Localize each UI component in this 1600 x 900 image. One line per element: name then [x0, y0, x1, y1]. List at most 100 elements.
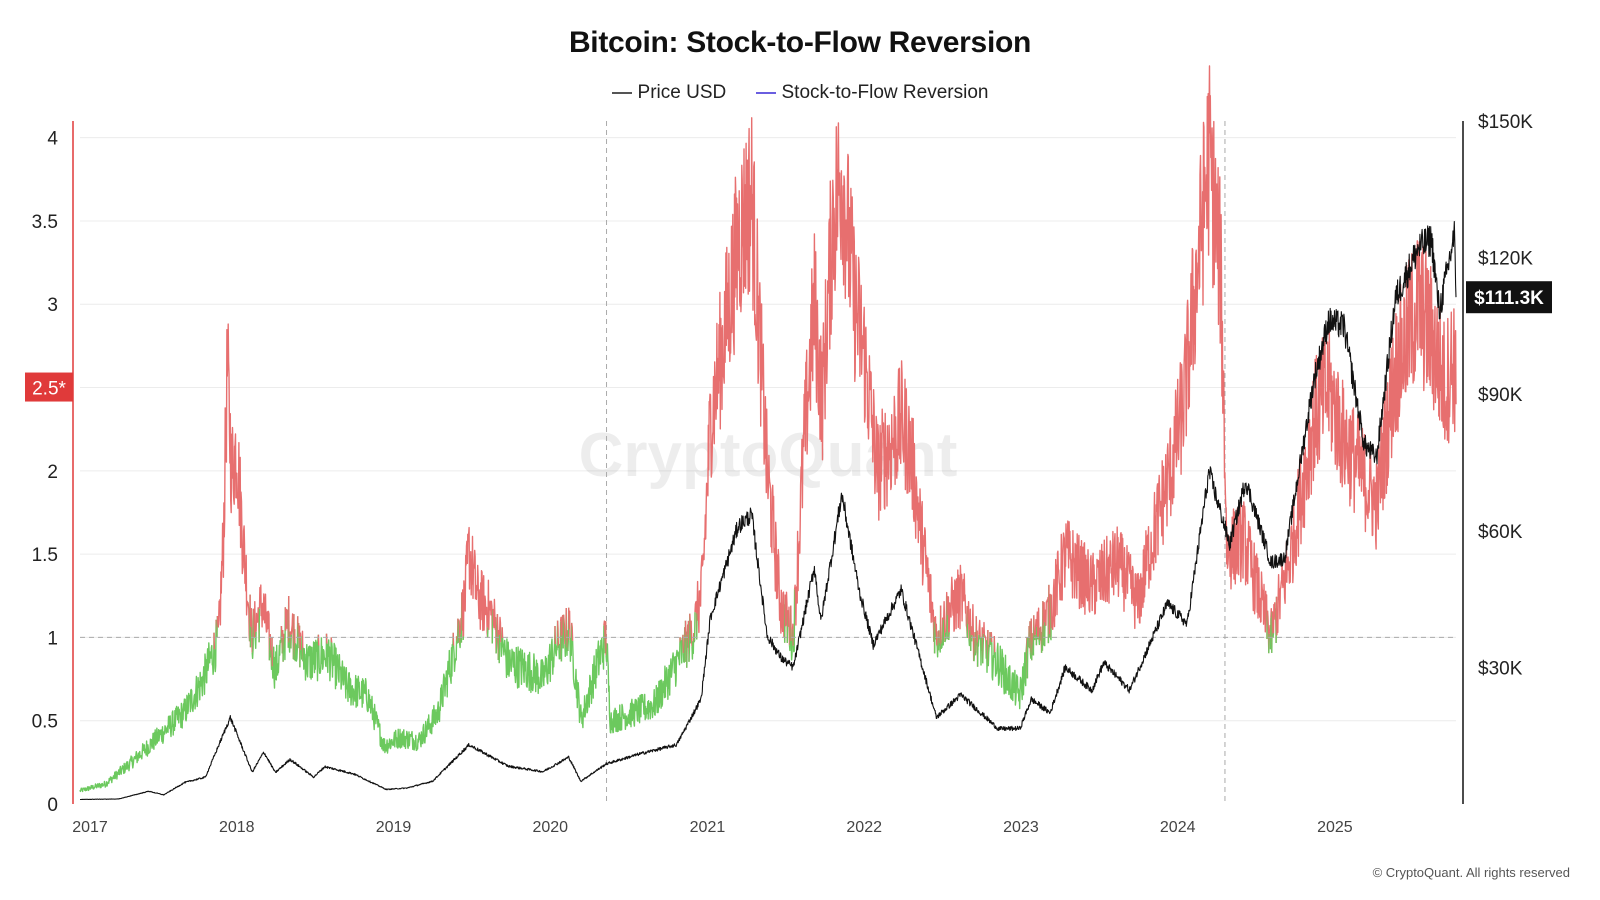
legend-item-price[interactable]: Price USD	[611, 82, 727, 104]
series-s2f-above-segment-141	[935, 623, 938, 646]
series-s2f-below-segment-96	[569, 622, 573, 662]
series-s2f-above-segment-11	[252, 601, 256, 638]
x-tick-label-4: 2021	[690, 819, 726, 836]
series-s2f-above-segment-219	[1044, 596, 1050, 644]
series-s2f-below-segment-62	[458, 634, 462, 649]
series-s2f-above-segment-177	[982, 621, 986, 638]
threshold-marker-label: 2.5*	[32, 379, 66, 400]
series-s2f-below-segment-120	[691, 633, 695, 660]
right-tick-label-2: $90K	[1478, 385, 1523, 406]
series-s2f-above-segment-127	[784, 591, 788, 643]
series-s2f-above-segment-83	[556, 620, 560, 648]
series-s2f-below-segment-132	[790, 629, 794, 661]
series-s2f-below-segment-98	[571, 625, 605, 729]
series-s2f-below-segment-152	[944, 632, 947, 643]
series-s2f-below-segment-122	[693, 612, 696, 643]
series-s2f-above-segment-95	[568, 607, 571, 641]
left-tick-label-0: 0	[47, 795, 58, 816]
left-tick-label-7: 3.5	[32, 212, 58, 233]
series-s2f-above-segment-89	[562, 614, 566, 645]
series-s2f-below-segment-50	[318, 633, 328, 674]
right-tick-label-4: $150K	[1478, 112, 1533, 133]
legend-swatch-s2f	[755, 92, 776, 94]
series-s2f-below-segment-46	[300, 635, 303, 660]
series-s2f-below-segment-86	[560, 635, 563, 662]
series-s2f-below-segment-80	[501, 625, 556, 695]
series-s2f-above-segment-61	[458, 619, 461, 643]
x-tick-label-0: 2017	[72, 819, 108, 836]
chart-title: Bitcoin: Stock-to-Flow Reversion	[568, 26, 1032, 59]
series-s2f-above-segment-225	[1050, 65, 1268, 640]
right-tick-label-1: $60K	[1478, 522, 1523, 543]
series-s2f-above-segment-207	[1037, 607, 1040, 640]
series-s2f-above-segment-235	[1272, 602, 1277, 644]
series-s2f-above-segment-159	[967, 601, 970, 639]
series-s2f-above-segment-77	[498, 616, 502, 643]
legend-label-price: Price USD	[637, 82, 727, 103]
last-price-marker-label: $111.3K	[1474, 288, 1544, 309]
series-s2f-below-segment-56	[452, 636, 458, 672]
series-s2f-above-segment-151	[943, 601, 946, 643]
series-s2f-above-segment-15	[258, 584, 271, 661]
series-s2f-above-segment-165	[971, 604, 975, 662]
left-tick-label-3: 1.5	[32, 545, 58, 566]
series-s2f-below-segment-82	[554, 620, 559, 657]
x-tick-label-8: 2025	[1317, 819, 1353, 836]
x-tick-label-6: 2023	[1003, 819, 1039, 836]
x-tick-label-7: 2024	[1160, 819, 1196, 836]
series-s2f-above-segment-133	[791, 623, 794, 646]
series-s2f-below-segment-188	[994, 637, 1028, 710]
series-s2f-below-segment-102	[605, 637, 681, 734]
copyright-text: © CryptoQuant. All rights reserved	[1372, 865, 1570, 880]
series-s2f-below-segment-176	[982, 633, 985, 664]
series-s2f-below-segment-0	[79, 632, 215, 793]
left-tick-label-4: 2	[47, 462, 58, 483]
series-s2f-below-segment-186	[991, 635, 995, 681]
series-s2f-above-segment-147	[939, 605, 942, 649]
series-s2f-above-segment-13	[255, 607, 260, 643]
x-tick-label-1: 2018	[219, 819, 255, 836]
series-s2f-above-segment-125	[696, 117, 786, 643]
series-s2f-above-segment-71	[492, 598, 497, 654]
series-s2f-below-segment-52	[326, 637, 332, 682]
series-s2f-above-segment-27	[284, 607, 289, 648]
left-tick-label-2: 1	[47, 628, 58, 649]
right-tick-label-0: $30K	[1478, 658, 1523, 679]
legend-item-s2f[interactable]: Stock-to-Flow Reversion	[755, 82, 989, 104]
series-s2f-below-segment-84	[557, 621, 562, 660]
series-s2f-below-segment-26	[283, 607, 286, 661]
series-s2f-above-segment-69	[487, 579, 493, 644]
series-s2f-above-segment-67	[462, 526, 489, 638]
x-tick-label-3: 2020	[532, 819, 568, 836]
series-s2f-above-segment-157	[948, 564, 968, 639]
series-s2f-below-segment-160	[968, 629, 971, 647]
series-s2f-below-segment-30	[288, 631, 291, 653]
series-s2f-above-segment-155	[946, 596, 950, 641]
left-tick-label-1: 0.5	[32, 712, 58, 733]
series-s2f-above-segment-237	[1275, 240, 1457, 636]
series-s2f-below-segment-78	[500, 627, 503, 657]
series-s2f-below-segment-48	[302, 634, 320, 682]
series-s2f-below-segment-2	[213, 619, 217, 673]
threshold-marker-box	[25, 372, 73, 402]
series-s2f-above-segment-135	[793, 122, 935, 642]
series-s2f-below-segment-10	[251, 608, 255, 659]
series-price-line	[79, 220, 1457, 801]
series-s2f-below-segment-172	[976, 634, 980, 667]
series-s2f-above-segment-97	[571, 622, 574, 641]
series-s2f-below-segment-54	[331, 632, 454, 754]
series-s2f-above-segment-173	[978, 619, 981, 640]
right-tick-label-3: $120K	[1478, 249, 1533, 270]
legend: Price USD Stock-to-Flow Reversion	[0, 78, 1600, 104]
last-price-marker-box	[1466, 281, 1552, 314]
series-s2f-below-segment-134	[792, 589, 796, 653]
series-s2f-below-segment-150	[942, 619, 945, 646]
series-s2f-above-segment-187	[993, 635, 996, 655]
left-tick-label-6: 3	[47, 295, 58, 316]
series-s2f-above-segment-53	[330, 637, 333, 643]
legend-label-s2f: Stock-to-Flow Reversion	[781, 82, 989, 103]
series-s2f-above-segment-65	[461, 589, 464, 640]
legend-swatch-price	[611, 92, 632, 94]
